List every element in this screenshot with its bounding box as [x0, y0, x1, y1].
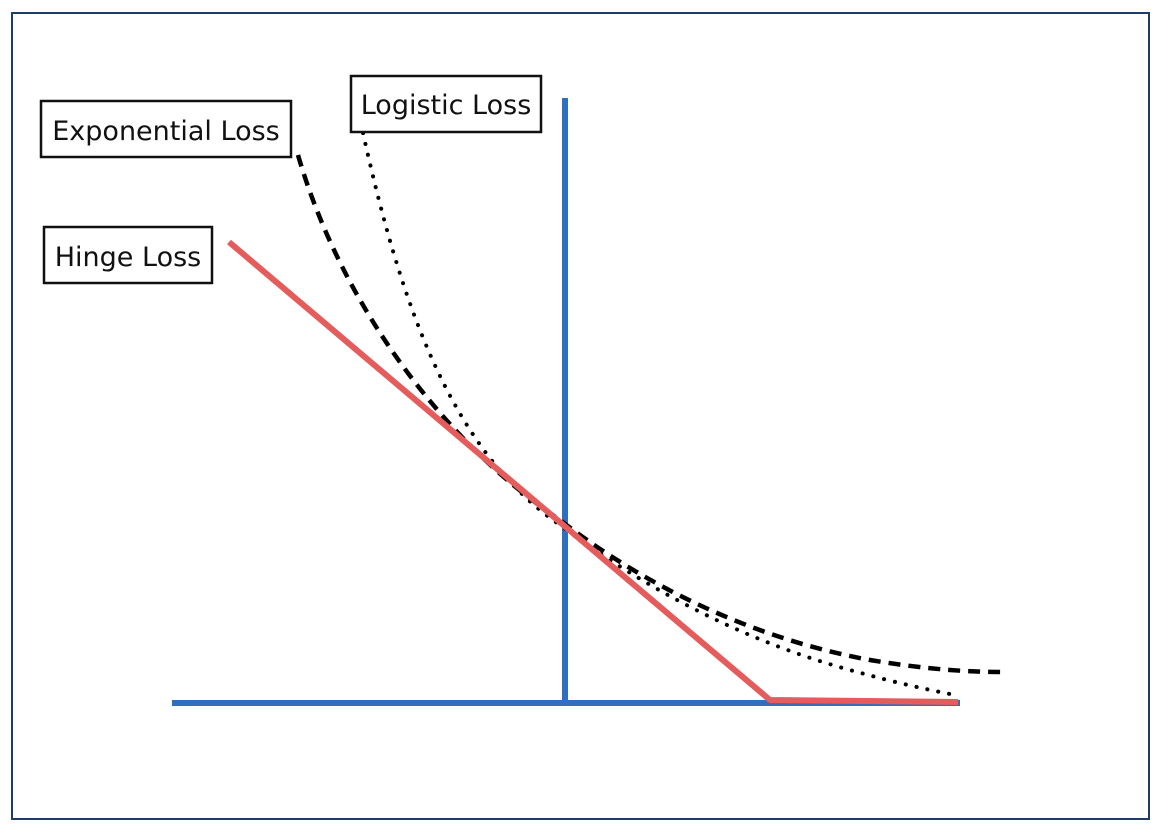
logistic-loss-curve [361, 131, 957, 697]
logistic-loss-text: Logistic Loss [361, 90, 532, 121]
hinge-loss-label: Hinge Loss [42, 225, 214, 285]
hinge-loss-text: Hinge Loss [55, 242, 201, 273]
exponential-loss-curve [295, 154, 1006, 675]
hinge-loss-line [227, 239, 959, 705]
logistic-loss-label: Logistic Loss [349, 74, 543, 134]
exponential-loss-label: Exponential Loss [39, 99, 293, 159]
exponential-loss-text: Exponential Loss [52, 116, 279, 147]
